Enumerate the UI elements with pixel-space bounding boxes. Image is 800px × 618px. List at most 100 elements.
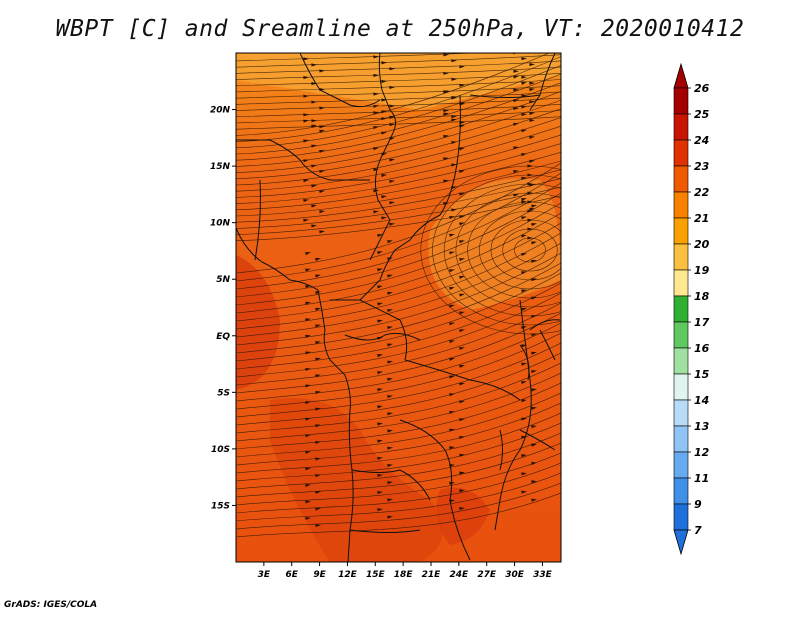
streamline-arrow — [459, 507, 465, 511]
streamline-arrow — [451, 96, 457, 100]
streamline — [236, 73, 561, 87]
streamline-arrow — [521, 472, 527, 476]
streamline-arrow — [451, 59, 457, 63]
streamline-arrow — [443, 90, 449, 94]
streamline — [236, 85, 561, 99]
streamline-arrow — [449, 357, 455, 361]
lon-tick-label: 18E — [394, 570, 414, 580]
colorbar-label: 13 — [694, 420, 710, 433]
streamline-arrow — [305, 500, 311, 504]
streamline — [236, 125, 561, 192]
streamline-arrow — [531, 461, 537, 465]
streamline-arrow — [377, 285, 383, 289]
streamline-arrow — [521, 153, 527, 157]
streamline-arrow — [315, 490, 321, 494]
streamline — [236, 322, 561, 402]
streamline-arrow — [377, 422, 383, 426]
colorbar-swatch — [673, 321, 689, 349]
streamline-arrow — [319, 149, 325, 153]
streamline-arrow — [311, 119, 317, 123]
streamline — [236, 402, 561, 466]
streamline-arrow — [527, 209, 533, 213]
streamline — [236, 192, 561, 298]
streamline-arrow — [459, 347, 465, 351]
streamline-arrow — [527, 218, 533, 222]
streamline-arrow — [377, 491, 383, 495]
streamline — [236, 54, 561, 68]
streamline-arrow — [531, 388, 537, 392]
streamline-arrow — [305, 434, 311, 438]
streamline-arrow — [459, 147, 465, 151]
streamline-arrow — [521, 252, 527, 256]
streamline-arrow — [315, 341, 321, 345]
streamline — [236, 432, 561, 490]
streamline-arrow — [513, 88, 519, 92]
streamline-arrow — [319, 106, 325, 110]
streamline-arrow — [443, 134, 449, 139]
streamline-arrow — [377, 268, 383, 272]
streamline-arrow — [377, 439, 383, 443]
streamline-arrow — [449, 393, 455, 397]
streamline-arrow — [521, 326, 527, 330]
streamline-arrow — [513, 75, 519, 79]
streamline-arrow — [531, 296, 537, 300]
streamline-arrow — [521, 271, 527, 275]
streamline-arrow — [387, 498, 393, 502]
streamline-arrow — [529, 100, 535, 104]
streamline-arrow — [381, 98, 387, 102]
streamline-arrow — [449, 340, 455, 344]
wbpt-warm-region-west — [236, 255, 280, 390]
streamline-arrow — [513, 169, 519, 174]
streamline-arrow — [387, 515, 393, 519]
streamline-arrow — [373, 105, 379, 109]
colorbar-swatch — [673, 373, 689, 401]
streamline-arrow — [319, 125, 325, 129]
streamline-arrow — [303, 218, 309, 222]
streamline-arrow — [315, 407, 321, 411]
streamline-arrow — [303, 113, 309, 117]
streamline-arrow — [531, 259, 537, 263]
streamline-arrow — [315, 507, 321, 511]
streamline-arrow — [449, 410, 455, 414]
streamline-arrow — [373, 147, 379, 151]
colorbar-label: 17 — [694, 316, 710, 329]
colorbar-max-arrow — [673, 62, 689, 89]
streamline — [236, 332, 561, 410]
streamline — [236, 242, 561, 338]
streamline-arrow — [513, 146, 519, 150]
streamline — [236, 392, 561, 458]
lon-tick-label: 33E — [533, 570, 553, 580]
streamline — [236, 117, 561, 186]
lat-tick-label: 10N — [210, 219, 231, 229]
streamline — [236, 482, 561, 530]
streamline — [236, 60, 561, 74]
streamline-arrow — [449, 216, 455, 220]
streamline — [236, 252, 561, 346]
streamline-arrow — [531, 370, 537, 374]
streamline-arrow — [303, 179, 309, 183]
streamline-arrow — [381, 174, 387, 178]
lat-tick-label: 5S — [217, 388, 230, 398]
streamline-arrow — [513, 122, 519, 126]
streamline — [236, 272, 561, 362]
streamline-arrow — [449, 286, 455, 290]
streamline — [236, 108, 561, 180]
colorbar-label: 26 — [694, 82, 710, 95]
streamline-arrow — [387, 360, 393, 364]
map-area — [236, 53, 561, 562]
streamline-arrow — [377, 473, 383, 478]
colorbar-label: 12 — [694, 446, 710, 459]
streamline-arrow — [389, 179, 395, 184]
streamline-arrow — [381, 195, 387, 199]
streamline-arrow — [387, 446, 393, 450]
colorbar-swatch — [673, 269, 689, 297]
streamline-arrow — [459, 169, 465, 173]
streamline-arrow — [521, 57, 527, 61]
streamline — [236, 134, 561, 198]
streamline-arrow — [531, 223, 537, 227]
streamline-arrow — [459, 240, 465, 244]
streamline-arrow — [305, 516, 311, 521]
streamline — [236, 99, 561, 173]
streamline-arrow — [315, 374, 321, 378]
streamline-arrow — [459, 311, 465, 315]
